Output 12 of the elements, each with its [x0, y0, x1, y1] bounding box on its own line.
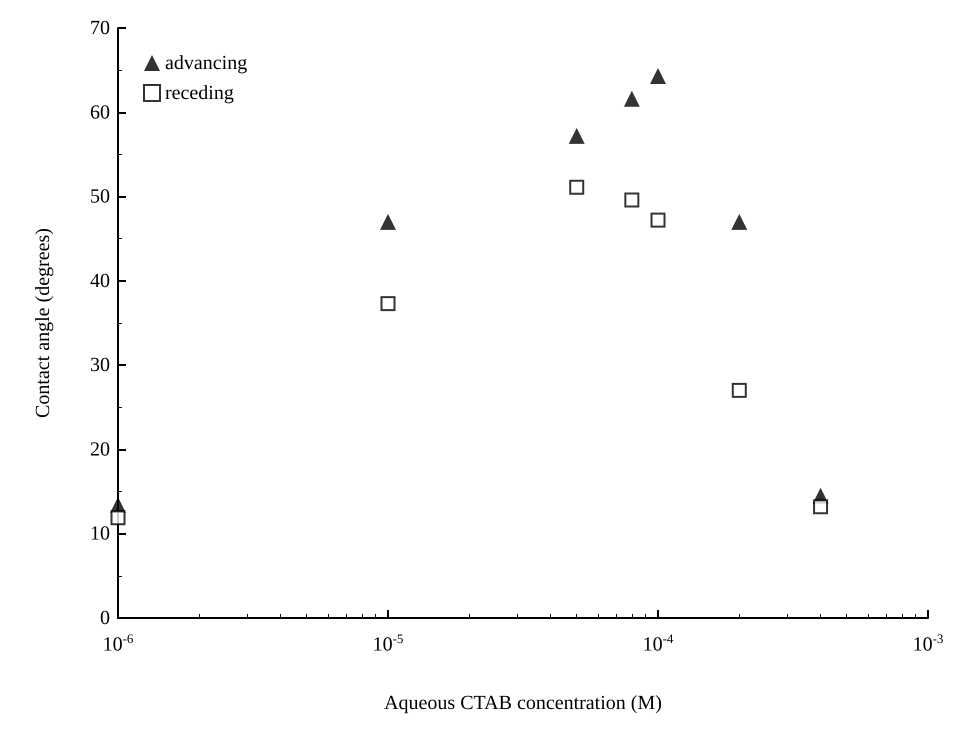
y-axis-title: Contact angle (degrees): [32, 228, 54, 418]
y-tick-label: 30: [90, 354, 110, 376]
y-tick-label: 70: [90, 17, 110, 39]
y-tick-label: 10: [90, 522, 110, 545]
y-tick-label: 50: [90, 186, 110, 208]
y-tick-label: 0: [100, 607, 110, 629]
legend-label: receding: [165, 82, 234, 104]
y-tick-label: 40: [90, 270, 110, 292]
legend-label: advancing: [165, 52, 248, 74]
y-tick-label: 20: [90, 438, 110, 460]
x-axis-title: Aqueous CTAB concentration (M): [384, 692, 662, 714]
y-tick-label: 60: [90, 101, 110, 124]
